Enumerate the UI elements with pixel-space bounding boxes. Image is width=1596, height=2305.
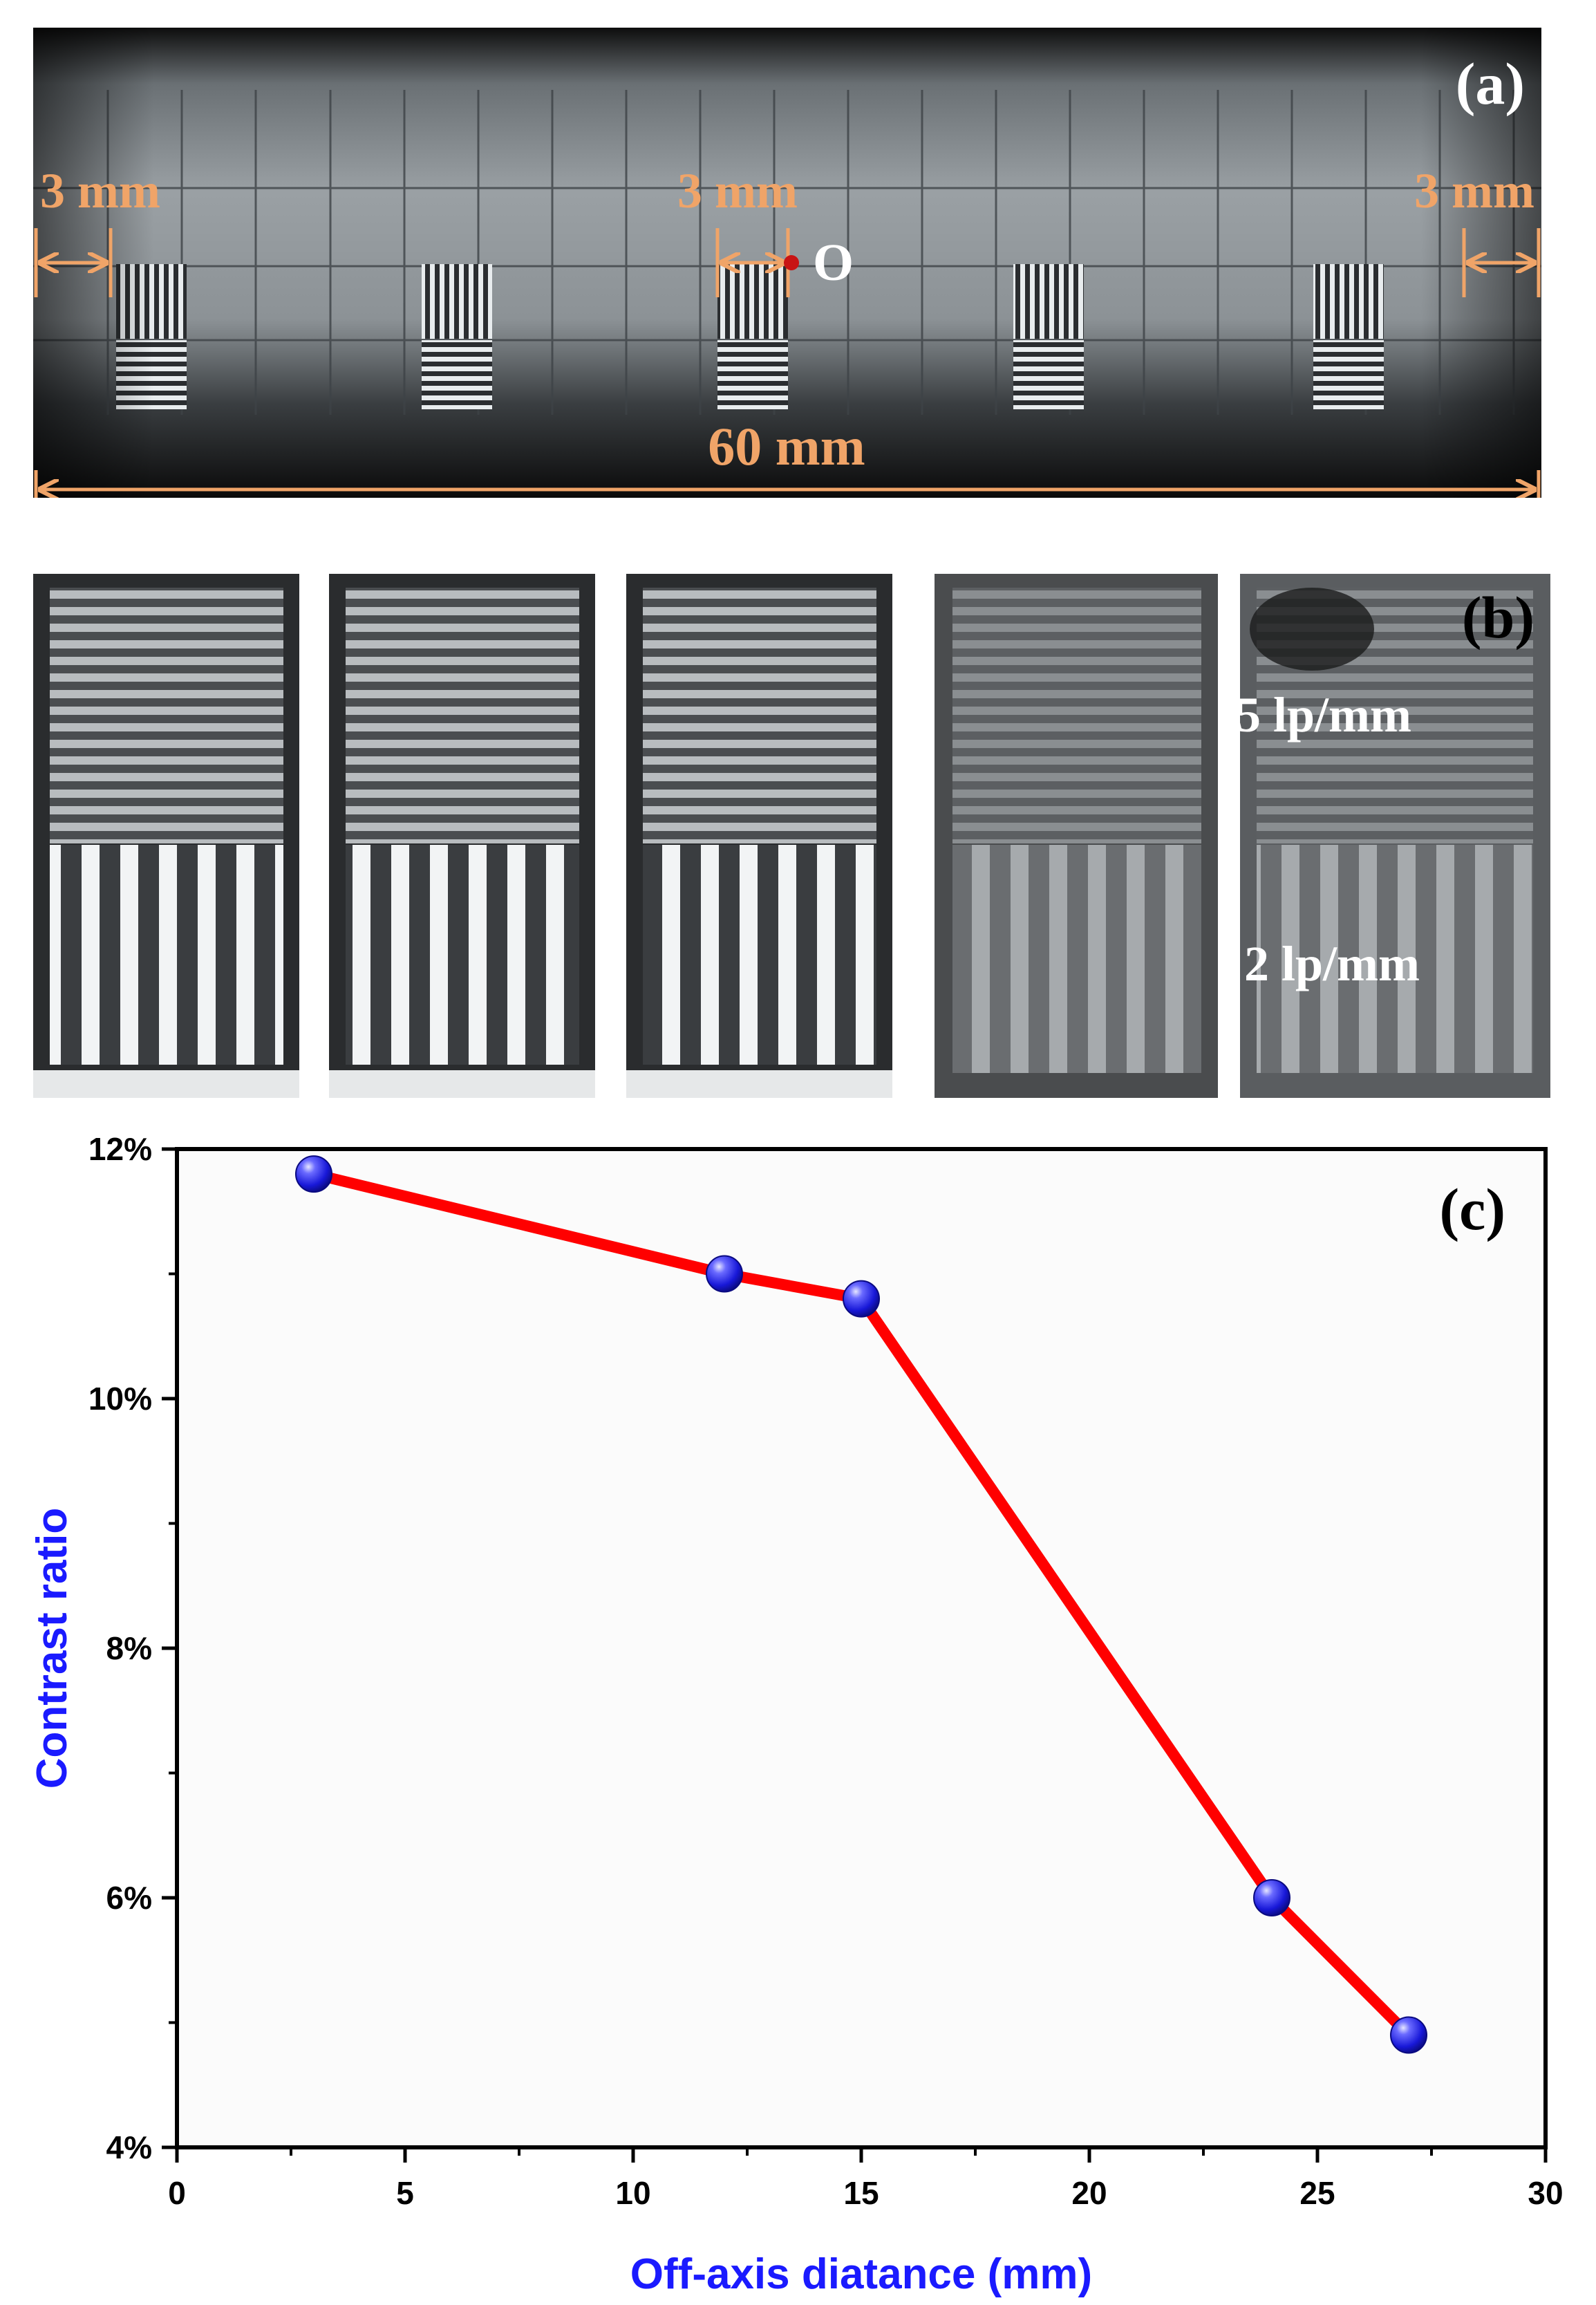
x-tick-label: 30 (1528, 2175, 1563, 2211)
panel-b-zoomed-targets: (b) 5 lp/mm 2 lp/mm (33, 574, 1550, 1098)
panel-a-photo: (a) 3 mm 3 mm 3 mm O 60 mm (33, 28, 1541, 498)
zoom-tile-2 (329, 574, 595, 1098)
panel-b-label: (b) (1462, 584, 1534, 651)
origin-label: O (813, 234, 854, 292)
dim-right-label: 3 mm (1414, 163, 1534, 218)
contrast-chart: 0 5 10 15 20 25 30 4% 6% 8% 10% 12% (c) Off-axis di… (28, 1131, 1564, 2298)
zoom-tile-3 (626, 574, 892, 1098)
x-tick-label: 15 (843, 2175, 879, 2211)
zoom-tile-1 (33, 574, 299, 1098)
x-tick-label: 0 (168, 2175, 186, 2211)
x-axis-label: Off-axis diatance (mm) (630, 2250, 1092, 2298)
panel-a-label: (a) (1456, 50, 1525, 117)
dim-center-label: 3 mm (677, 163, 798, 218)
panel-c-label: (c) (1440, 1176, 1505, 1242)
x-tick-label: 10 (615, 2175, 650, 2211)
y-tick-label: 4% (106, 2129, 152, 2165)
dim-left-marker (34, 228, 113, 297)
y-tick-label: 6% (106, 1880, 152, 1916)
dim-right-marker (1462, 228, 1541, 297)
y-tick-label: 10% (88, 1381, 152, 1417)
panel-c-chart: 0 5 10 15 20 25 30 4% 6% 8% 10% 12% (c) Off-axis di… (0, 1120, 1596, 2305)
dim-total-marker (34, 470, 1541, 498)
x-tick-label: 25 (1299, 2175, 1335, 2211)
y-tick-label: 12% (88, 1131, 152, 1167)
data-point (1390, 2016, 1427, 2054)
data-point (295, 1155, 332, 1193)
x-tick-label: 5 (396, 2175, 414, 2211)
freq-high-label: 5 lp/mm (1236, 687, 1411, 743)
y-axis-label: Contrast ratio (28, 1508, 76, 1789)
dim-total-label: 60 mm (708, 416, 865, 476)
data-point (1253, 1879, 1290, 1916)
x-tick-label: 20 (1071, 2175, 1107, 2211)
axis-ticks (162, 1147, 1548, 2163)
data-point (706, 1255, 743, 1293)
freq-low-label: 2 lp/mm (1244, 936, 1420, 991)
data-point (843, 1280, 880, 1318)
zoom-tile-5 (1240, 574, 1550, 1098)
origin-dot (784, 255, 799, 270)
dim-left-label: 3 mm (40, 163, 160, 218)
zoom-tile-4 (935, 574, 1218, 1098)
y-tick-label: 8% (106, 1630, 152, 1666)
